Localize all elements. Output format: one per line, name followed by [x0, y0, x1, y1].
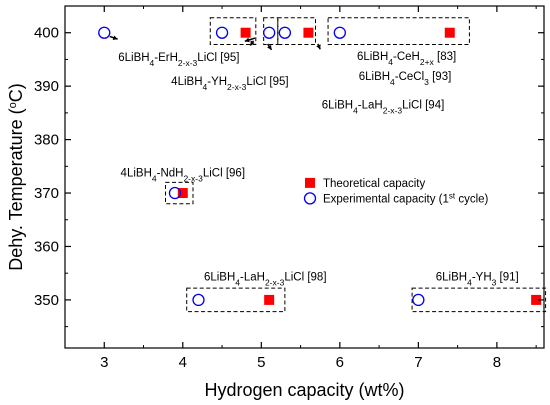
annotation-label: 6LiBH4-LaH2-x-3LiCl [98] [204, 271, 327, 287]
y-tick-label: 380 [34, 132, 59, 149]
legend-marker-experimental [303, 192, 317, 205]
theoretical-capacity-point [531, 294, 542, 305]
x-tick-label: 6 [336, 354, 344, 371]
x-tick-label: 7 [414, 354, 422, 371]
legend-marker-theoretical [304, 177, 315, 188]
experimental-capacity-point [192, 293, 205, 307]
annotation-label: 4LiBH4-YH2-x-3LiCl [95] [171, 76, 288, 92]
experimental-capacity-point [333, 26, 346, 39]
legend-label: Theoretical capacity [323, 178, 426, 190]
y-tick-label: 360 [34, 238, 59, 255]
axes: 3 4 5 6 7 8 350 360 370 380 390 400 Dehy. Temperatur… [6, 5, 545, 371]
annotation-label: 6LiBH4-CeCl3 [93] [359, 71, 452, 87]
group-box [186, 287, 286, 313]
arrow-head [267, 44, 272, 50]
legend-label: Experimental capacity (1st cycle) [323, 191, 489, 206]
y-tick-label: 350 [34, 292, 59, 309]
group-box [263, 17, 279, 45]
experimental-capacity-point [215, 26, 229, 39]
annotation-label: 6LiBH4-ErH2-x-3LiCl [95] [118, 52, 239, 68]
x-tick-label: 4 [179, 354, 187, 371]
x-axis-title: Hydrogen capacity (wt%) [204, 380, 404, 400]
x-tick-label: 3 [100, 354, 108, 371]
experimental-capacity-point [278, 26, 292, 39]
theoretical-capacity-point [303, 27, 314, 38]
annotation-label: 6LiBH4-CeH2+x [83] [357, 51, 456, 67]
experimental-capacity-point [168, 186, 182, 200]
data-points [98, 26, 542, 307]
arrow-head [112, 35, 118, 40]
x-tick-label: 8 [493, 354, 501, 371]
theoretical-capacity-point [177, 188, 188, 199]
arrow-head [244, 37, 250, 43]
theoretical-capacity-point [444, 27, 455, 38]
annotations: 6LiBH4-ErH2-x-3LiCl [95] 4LiBH4-YH2-x-3Li… [118, 51, 519, 287]
group-box [165, 181, 194, 205]
theoretical-capacity-point [264, 294, 275, 305]
plot-frame [64, 5, 545, 349]
arrow-head [316, 44, 321, 50]
y-tick-label: 390 [34, 78, 59, 95]
theoretical-capacity-point [240, 27, 251, 38]
y-axis-title: Dehy. Temperature (oC) [6, 83, 26, 271]
annotation-label: 6LiBH4-LaH2-x-3LiCl [94] [322, 99, 445, 115]
annotation-label: 4LiBH4-NdH2-x-3LiCl [96] [121, 168, 245, 184]
experimental-capacity-point [98, 26, 111, 39]
annotation-label: 6LiBH4-YH3 [91] [436, 271, 519, 287]
group-box [209, 17, 257, 45]
pointer-arrows [109, 35, 321, 51]
y-tick-label: 400 [34, 25, 59, 42]
y-tick-label: 370 [34, 185, 59, 202]
experimental-capacity-point [263, 26, 276, 39]
group-box [411, 287, 547, 313]
arrow-head [250, 40, 255, 46]
experimental-capacity-point [412, 293, 425, 307]
x-tick-label: 5 [257, 354, 265, 371]
